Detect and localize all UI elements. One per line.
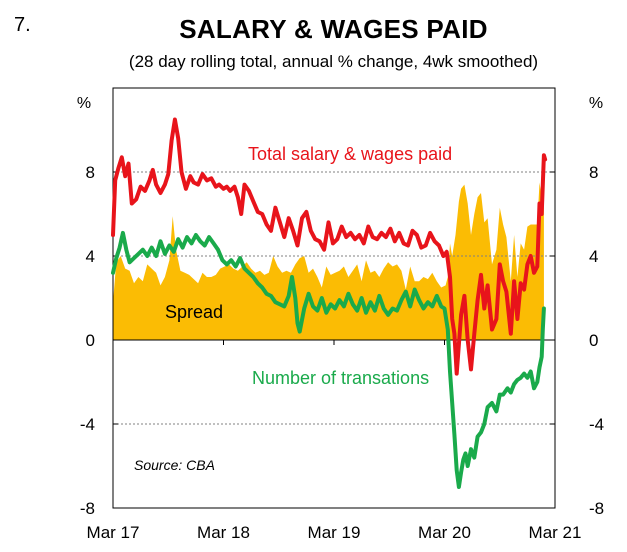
annotation-spread: Spread bbox=[165, 302, 223, 322]
y-tick-label-right-neg4: -4 bbox=[589, 415, 604, 434]
x-tick-label-4: Mar 21 bbox=[529, 523, 582, 542]
annotation-total: Total salary & wages paid bbox=[248, 144, 452, 164]
x-tick-label-2: Mar 19 bbox=[308, 523, 361, 542]
figure-number: 7. bbox=[14, 14, 31, 36]
y-tick-label-left-8: 8 bbox=[86, 163, 95, 182]
source-note: Source: CBA bbox=[134, 457, 215, 473]
x-tick-label-0: Mar 17 bbox=[87, 523, 140, 542]
y-tick-label-left-neg4: -4 bbox=[80, 415, 95, 434]
y-tick-label-left-4: 4 bbox=[86, 247, 95, 266]
plot-frame bbox=[112, 87, 556, 509]
y-axis-label-right: % bbox=[589, 95, 603, 112]
y-tick-label-left-0: 0 bbox=[86, 331, 95, 350]
series-transactions-line bbox=[111, 230, 546, 489]
y-axis-label-left: % bbox=[77, 95, 91, 112]
y-tick-label-right-8: 8 bbox=[589, 163, 598, 182]
annotation-transactions: Number of transations bbox=[252, 368, 429, 388]
x-tick-label-3: Mar 20 bbox=[418, 523, 471, 542]
y-tick-label-right-neg8: -8 bbox=[589, 499, 604, 518]
x-tick-label-1: Mar 18 bbox=[197, 523, 250, 542]
chart-subtitle: (28 day rolling total, annual % change, … bbox=[128, 52, 539, 71]
y-tick-label-right-0: 0 bbox=[589, 331, 598, 350]
y-tick-label-left-neg8: -8 bbox=[80, 499, 95, 518]
series-total-line bbox=[111, 117, 548, 376]
chart-title: SALARY & WAGES PAID bbox=[179, 14, 488, 44]
y-tick-label-right-4: 4 bbox=[589, 247, 598, 266]
plot-area: Mar 17 Mar 18 Mar 19 Mar 20 Mar 21 -8 -8 -4 -4 0 0… bbox=[80, 87, 604, 542]
